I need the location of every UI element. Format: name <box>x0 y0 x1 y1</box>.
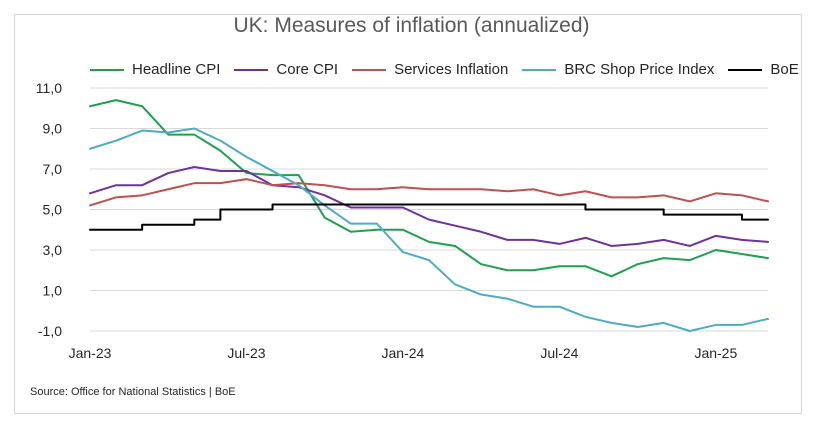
series-line-headline-cpi <box>89 99 769 278</box>
legend-label: BoE <box>770 61 799 78</box>
y-tick-label: 3,0 <box>43 242 63 258</box>
y-tick-label: 9,0 <box>43 121 63 137</box>
y-tick-label: 11,0 <box>36 80 62 96</box>
legend-label: BRC Shop Price Index <box>564 61 715 78</box>
source-note: Source: Office for National Statistics |… <box>30 386 236 398</box>
chart-title: UK: Measures of inflation (annualized) <box>233 14 590 37</box>
x-tick-label: Jan-23 <box>69 345 112 361</box>
legend-item-brc-shop-price-index: BRC Shop Price Index <box>522 61 714 78</box>
legend-swatch <box>728 68 763 71</box>
x-tick-label: Jul-23 <box>227 345 265 361</box>
legend-swatch <box>234 68 269 71</box>
legend-item-services-inflation: Services Inflation <box>352 61 508 78</box>
series-line-brc-shop-price-index <box>89 127 769 332</box>
series-line-services-inflation <box>89 178 769 207</box>
legend-label: Core CPI <box>276 61 339 78</box>
y-tick-label: 5,0 <box>43 202 63 218</box>
series-line-boe <box>89 203 769 231</box>
legend-item-headline-cpi: Headline CPI <box>90 61 220 78</box>
legend-item-core-cpi: Core CPI <box>234 61 338 78</box>
y-tick-label: -1,0 <box>38 323 62 339</box>
x-tick-label: Jul-24 <box>540 345 578 361</box>
legend-label: Services Inflation <box>394 61 509 78</box>
legend-label: Headline CPI <box>132 61 221 78</box>
legend-item-boe: BoE <box>728 61 799 78</box>
chart-legend: Headline CPI Core CPI Services Inflation BR… <box>90 61 813 78</box>
x-tick-label: Jan-25 <box>694 345 737 361</box>
x-tick-label: Jan-24 <box>382 345 425 361</box>
legend-swatch <box>352 68 387 71</box>
y-tick-label: 1,0 <box>43 283 63 299</box>
legend-swatch <box>90 68 124 71</box>
series-line-core-cpi <box>89 165 769 247</box>
y-tick-label: 7,0 <box>43 161 63 177</box>
legend-swatch <box>522 68 557 71</box>
